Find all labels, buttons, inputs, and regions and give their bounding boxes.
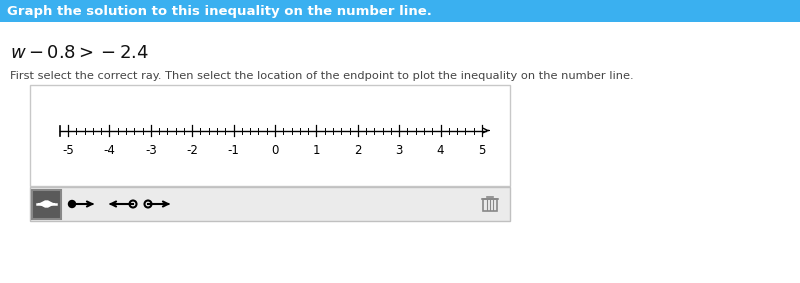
Text: 2: 2 [354, 143, 362, 156]
Text: -1: -1 [228, 143, 239, 156]
Text: First select the correct ray. Then select the location of the endpoint to plot t: First select the correct ray. Then selec… [10, 71, 634, 81]
Text: -5: -5 [62, 143, 74, 156]
Bar [30, 85, 510, 186]
Text: 3: 3 [395, 143, 403, 156]
Text: -3: -3 [145, 143, 157, 156]
Bar [483, 199, 497, 211]
Text: -2: -2 [186, 143, 198, 156]
Circle shape [43, 201, 50, 207]
Text: 5: 5 [478, 143, 486, 156]
Bar [0, 0, 800, 22]
Text: 1: 1 [313, 143, 320, 156]
Text: Graph the solution to this inequality on the number line.: Graph the solution to this inequality on… [7, 5, 432, 18]
Text: 0: 0 [271, 143, 278, 156]
Text: -4: -4 [103, 143, 115, 156]
Bar [32, 190, 61, 218]
Text: $w - 0.8 > -2.4$: $w - 0.8 > -2.4$ [10, 44, 149, 62]
Circle shape [69, 200, 75, 207]
Text: 4: 4 [437, 143, 444, 156]
Bar [30, 187, 510, 221]
